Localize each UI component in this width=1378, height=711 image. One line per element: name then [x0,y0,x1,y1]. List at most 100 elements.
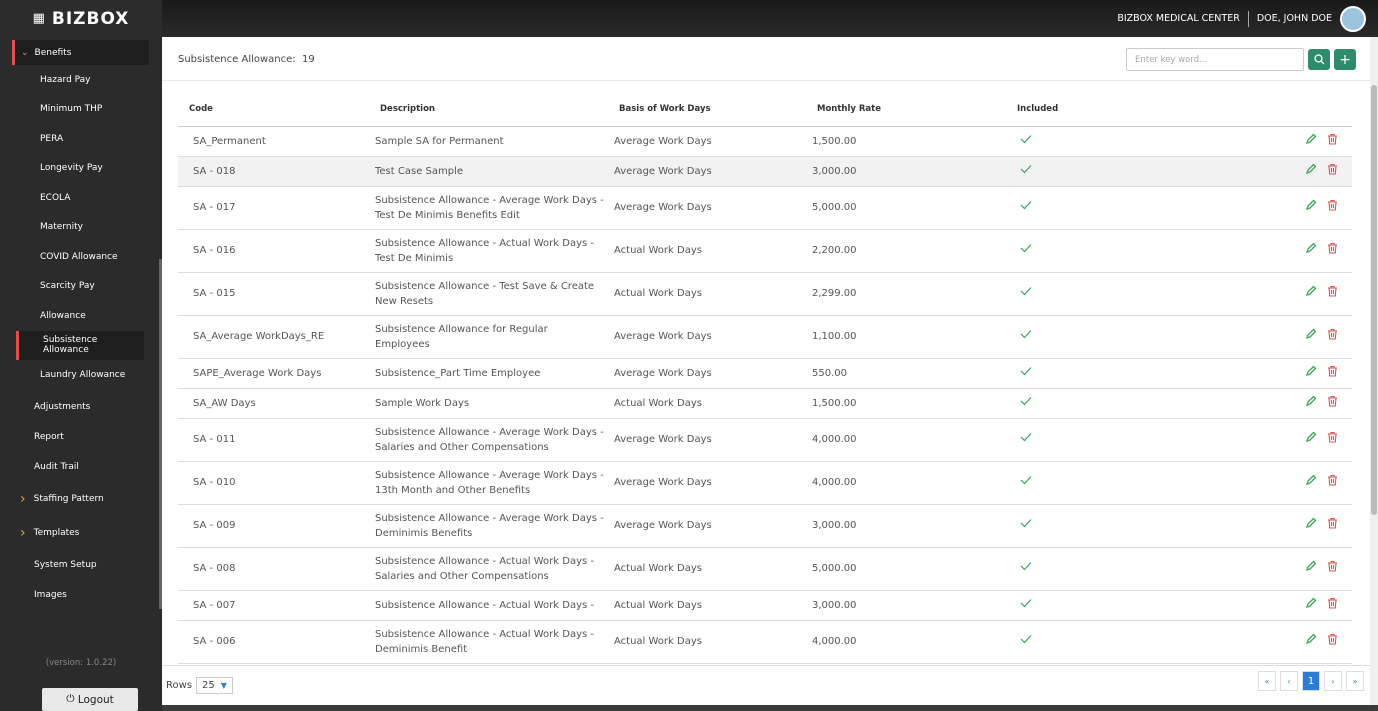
menu-item[interactable]: Templates [0,516,162,550]
menu-item[interactable]: Report [34,432,64,443]
check-icon [1020,562,1032,571]
cell-rate: 4,000.00 [806,418,1006,462]
delete-button[interactable] [1327,365,1338,377]
menu-item[interactable]: Laundry Allowance [40,369,126,380]
cell-basis: Average Work Days [608,418,806,462]
table-row[interactable]: Subsistence Allowance - Actual Work Days… [178,663,1352,665]
table-row[interactable]: SA - 016 Subsistence Allowance - Actual W… [178,229,1352,273]
edit-button[interactable] [1305,365,1317,377]
menu-item[interactable]: ECOLA [40,192,71,203]
cell-actions [1186,590,1352,621]
sidebar: ⌄ Benefits Hazard Pay Minimum THP PERA Longev… [0,37,162,711]
edit-button[interactable] [1305,395,1317,407]
edit-button[interactable] [1305,285,1317,297]
edit-button[interactable] [1305,199,1317,211]
cell-included [1006,418,1186,462]
delete-button[interactable] [1327,285,1338,297]
column-header: Included [1006,92,1186,127]
delete-button[interactable] [1327,517,1338,529]
cell-basis: Average Work Days [608,156,806,187]
edit-button[interactable] [1305,328,1317,340]
cell-code: SA_Average WorkDays_RE [178,315,369,359]
delete-button[interactable] [1327,133,1338,145]
cell-included [1006,547,1186,591]
delete-button[interactable] [1327,242,1338,254]
edit-button[interactable] [1305,633,1317,645]
menu-item[interactable]: Subsistence Allowance [16,330,144,360]
delete-button[interactable] [1327,474,1338,486]
cell-description: Subsistence Allowance - Average Work Day… [369,186,608,230]
delete-button[interactable] [1327,431,1338,443]
menu-group[interactable]: ⌄ Benefits [12,40,149,65]
delete-button[interactable] [1327,560,1338,572]
page-button[interactable]: ‹ [1280,671,1298,691]
column-header: Basis of Work Days [608,92,806,127]
menu-item[interactable]: System Setup [34,559,97,570]
edit-button[interactable] [1305,242,1317,254]
menu-item[interactable]: Audit Trail [34,461,79,472]
cell-basis: Actual Work Days [608,620,806,664]
table-row[interactable]: SAPE_Average Work Days Subsistence_Part T… [178,358,1352,389]
menu-item[interactable]: Hazard Pay [40,74,91,85]
menu-item[interactable]: COVID Allowance [40,251,118,262]
header-row: Code Description Basis of Work Days Monthly… [178,92,1352,127]
table-row[interactable]: SA_Average WorkDays_RE Subsistence Allowa… [178,315,1352,359]
table-row[interactable]: SA - 011 Subsistence Allowance - Average … [178,418,1352,462]
check-icon [1020,134,1032,143]
table-row[interactable]: SA - 009 Subsistence Allowance - Average … [178,504,1352,548]
edit-button[interactable] [1305,163,1317,175]
menu-item[interactable]: Images [34,589,67,600]
cell-basis: Actual Work Days [608,590,806,621]
menu-item[interactable]: PERA [40,133,64,144]
table-row[interactable]: SA - 008 Subsistence Allowance - Actual W… [178,547,1352,591]
logout-button[interactable]: ⏻ Logout [42,688,138,711]
table-row[interactable]: SA - 015 Subsistence Allowance - Test Sav… [178,272,1352,316]
cell-actions [1186,126,1352,157]
delete-button[interactable] [1327,633,1338,645]
edit-button[interactable] [1305,517,1317,529]
table-row[interactable]: SA - 018 Test Case Sample Average Work Day… [178,156,1352,187]
rows-select[interactable]: 25 ▼ [196,677,233,694]
edit-button[interactable] [1305,474,1317,486]
cell-rate: 5,000.00 [806,186,1006,230]
menu-item[interactable]: Longevity Pay [40,163,103,174]
table-row[interactable]: SA - 006 Subsistence Allowance - Actual W… [178,620,1352,664]
edit-button[interactable] [1305,597,1317,609]
menu-item[interactable]: Staffing Pattern [0,482,162,516]
page-button[interactable]: « [1258,671,1276,691]
cell-description: Subsistence Allowance - Actual Work Days… [369,229,608,273]
menu-item[interactable]: Minimum THP [40,104,103,115]
table-row[interactable]: SA - 010 Subsistence Allowance - Average … [178,461,1352,505]
delete-button[interactable] [1327,395,1338,407]
edit-button[interactable] [1305,431,1317,443]
cell-actions [1186,186,1352,230]
page-button[interactable]: 1 [1302,671,1320,691]
menu-item[interactable]: Maternity [40,222,83,233]
table-row[interactable]: SA_AW Days Sample Work Days Actual Work Da… [178,388,1352,419]
menu-item[interactable]: Adjustments [34,402,91,413]
add-button[interactable]: + [1334,49,1356,70]
table-row[interactable]: SA - 017 Subsistence Allowance - Average … [178,186,1352,230]
cell-description: Subsistence Allowance - Actual Work Days… [369,663,608,665]
search-button[interactable] [1308,49,1330,70]
logout-label: Logout [77,693,114,706]
menu-item[interactable]: Scarcity Pay [40,281,95,292]
user-name[interactable]: DOE, JOHN DOE [1256,13,1332,24]
search-input[interactable]: Enter key word... [1126,48,1304,71]
main: Subsistence Allowance: 19 Enter key word… [162,37,1370,705]
check-icon [1020,366,1032,375]
table-row[interactable]: SA - 007 Subsistence Allowance - Actual W… [178,590,1352,621]
table-row[interactable]: SA_Permanent Sample SA for Permanent Avera… [178,126,1352,157]
menu-item[interactable]: Allowance [40,310,86,321]
page-button[interactable]: › [1324,671,1342,691]
delete-button[interactable] [1327,597,1338,609]
delete-button[interactable] [1327,199,1338,211]
delete-button[interactable] [1327,163,1338,175]
edit-button[interactable] [1305,133,1317,145]
avatar[interactable] [1340,5,1366,32]
page-button[interactable]: » [1346,671,1364,691]
delete-button[interactable] [1327,328,1338,340]
cell-description: Sample Work Days [369,388,608,419]
edit-button[interactable] [1305,560,1317,572]
